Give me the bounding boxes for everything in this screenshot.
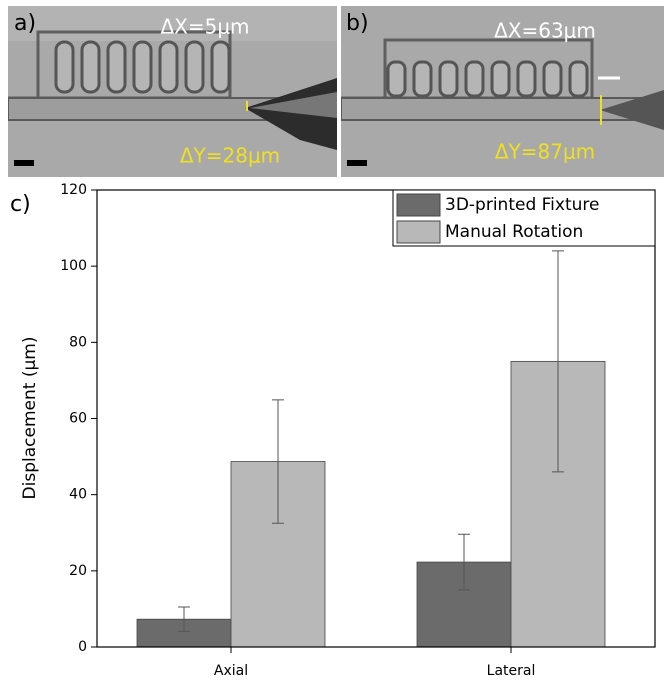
y-tick-label: 100	[60, 258, 87, 274]
delta-x: ΔX=5μm	[160, 15, 249, 39]
delta-y: ΔY=87μm	[495, 140, 595, 164]
y-tick-label: 60	[69, 411, 87, 427]
y-tick-label: 40	[69, 487, 87, 503]
micrograph-a	[8, 6, 337, 177]
y-tick-label: 20	[69, 563, 87, 579]
x-tick-label: Lateral	[487, 663, 536, 679]
panel-label: a)	[14, 11, 36, 36]
panel-label: b)	[346, 11, 369, 36]
y-tick-label: 120	[60, 182, 87, 198]
x-tick-label: Axial	[214, 663, 248, 679]
error-bar	[458, 533, 470, 591]
error-bar	[272, 399, 284, 524]
error-bar	[552, 250, 564, 473]
y-tick-label: 80	[69, 334, 87, 350]
plot-frame	[96, 189, 656, 648]
micrograph-b	[341, 6, 664, 177]
legend-swatch	[396, 220, 441, 244]
panel-label: c)	[10, 192, 31, 217]
legend-label: Manual Rotation	[445, 222, 583, 242]
y-axis-label: Displacement (μm)	[20, 337, 40, 500]
delta-x: ΔX=63μm	[494, 19, 596, 43]
error-bar	[178, 606, 190, 632]
delta-y: ΔY=28μm	[180, 144, 280, 168]
legend-label: 3D-printed Fixture	[445, 195, 599, 215]
y-tick-label: 0	[78, 639, 87, 655]
legend-swatch	[396, 193, 441, 217]
